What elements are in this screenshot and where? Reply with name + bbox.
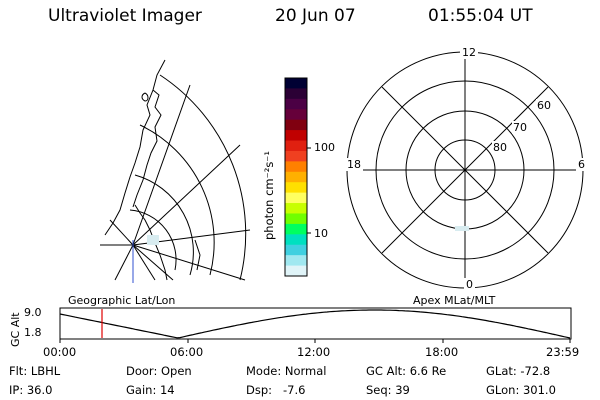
timeline-right-caption: Apex MLat/MLT — [413, 294, 496, 307]
colorbar — [284, 77, 311, 277]
altitude-curve — [59, 309, 571, 339]
colorbar-stripe — [285, 88, 307, 100]
colorbar-stripe — [285, 140, 307, 152]
polar-plot — [346, 51, 584, 289]
island — [141, 92, 149, 102]
colorbar-stripe — [285, 98, 307, 110]
info-seq: Seq: 39 — [366, 383, 410, 397]
timeline-ytick-low: 1.8 — [24, 326, 42, 339]
colorbar-stripe — [285, 203, 307, 214]
polar-aurora-patch — [455, 226, 469, 231]
colorbar-stripe — [285, 255, 307, 267]
info-mode: Mode: Normal — [246, 364, 327, 378]
polar-label-6: 6 — [576, 158, 587, 171]
timeline-xtick-3: 18:00 — [425, 345, 459, 359]
colorbar-stripe — [285, 171, 307, 183]
colorbar-stripe — [285, 109, 307, 121]
colorbar-stripe — [285, 192, 307, 204]
colorbar-label: photon cm⁻²s⁻¹ — [262, 151, 276, 240]
colorbar-stripe — [285, 223, 307, 235]
timeline-left-caption: Geographic Lat/Lon — [68, 294, 176, 307]
colorbar-stripe — [285, 161, 307, 173]
date-display: 20 Jun 07 — [275, 6, 356, 26]
aurora-patch — [147, 235, 159, 245]
info-glat: GLat: -72.8 — [486, 364, 551, 378]
timeline-ylabel: GC Alt — [9, 312, 22, 347]
lat-arc-outer — [159, 74, 247, 281]
coastline-east — [132, 89, 162, 208]
colorbar-tick-10: 10 — [314, 227, 328, 240]
polar-label-0: 0 — [464, 278, 475, 291]
info-flt: Flt: LBHL — [9, 364, 61, 378]
info-gain: Gain: 14 — [126, 383, 175, 397]
colorbar-stripe — [285, 182, 307, 194]
lat-arc-inner — [134, 174, 194, 276]
colorbar-stripe — [285, 130, 307, 142]
info-glon: GLon: 301.0 — [486, 383, 556, 397]
timeline-xtick-2: 12:00 — [297, 345, 331, 359]
polar-label-12: 12 — [460, 46, 478, 59]
lat-arc-pole — [129, 209, 177, 271]
info-ip: IP: 36.0 — [9, 383, 53, 397]
timeline-xtick-4: 23:59 — [546, 345, 580, 359]
geographic-map — [100, 59, 251, 283]
colorbar-stripe — [285, 119, 307, 131]
info-door: Door: Open — [126, 364, 192, 378]
timeline-ytick-high: 9.0 — [24, 306, 42, 319]
colorbar-stripe — [285, 244, 307, 256]
polar-lat-70: 70 — [512, 121, 528, 134]
timeline-xtick-0: 00:00 — [43, 345, 77, 359]
altitude-timeline — [59, 307, 572, 343]
colorbar-stripe — [285, 213, 307, 225]
coastline-west — [104, 59, 166, 236]
time-display: 01:55:04 UT — [428, 6, 533, 26]
app-title: Ultraviolet Imager — [48, 6, 202, 26]
polar-lat-60: 60 — [536, 99, 552, 112]
colorbar-stripe — [285, 234, 307, 246]
polar-label-18: 18 — [345, 158, 363, 171]
polar-lat-80: 80 — [492, 141, 508, 154]
coast-fragment — [194, 239, 201, 271]
timeline-xtick-1: 06:00 — [170, 345, 204, 359]
colorbar-stripe — [285, 265, 307, 277]
lat-arc-mid — [139, 124, 215, 276]
info-gc-alt: GC Alt: 6.6 Re — [366, 364, 447, 378]
info-dsp: Dsp: -7.6 — [246, 383, 306, 397]
colorbar-stripe — [285, 78, 307, 89]
colorbar-tick-100: 100 — [314, 141, 335, 154]
colorbar-stripe — [285, 150, 307, 162]
